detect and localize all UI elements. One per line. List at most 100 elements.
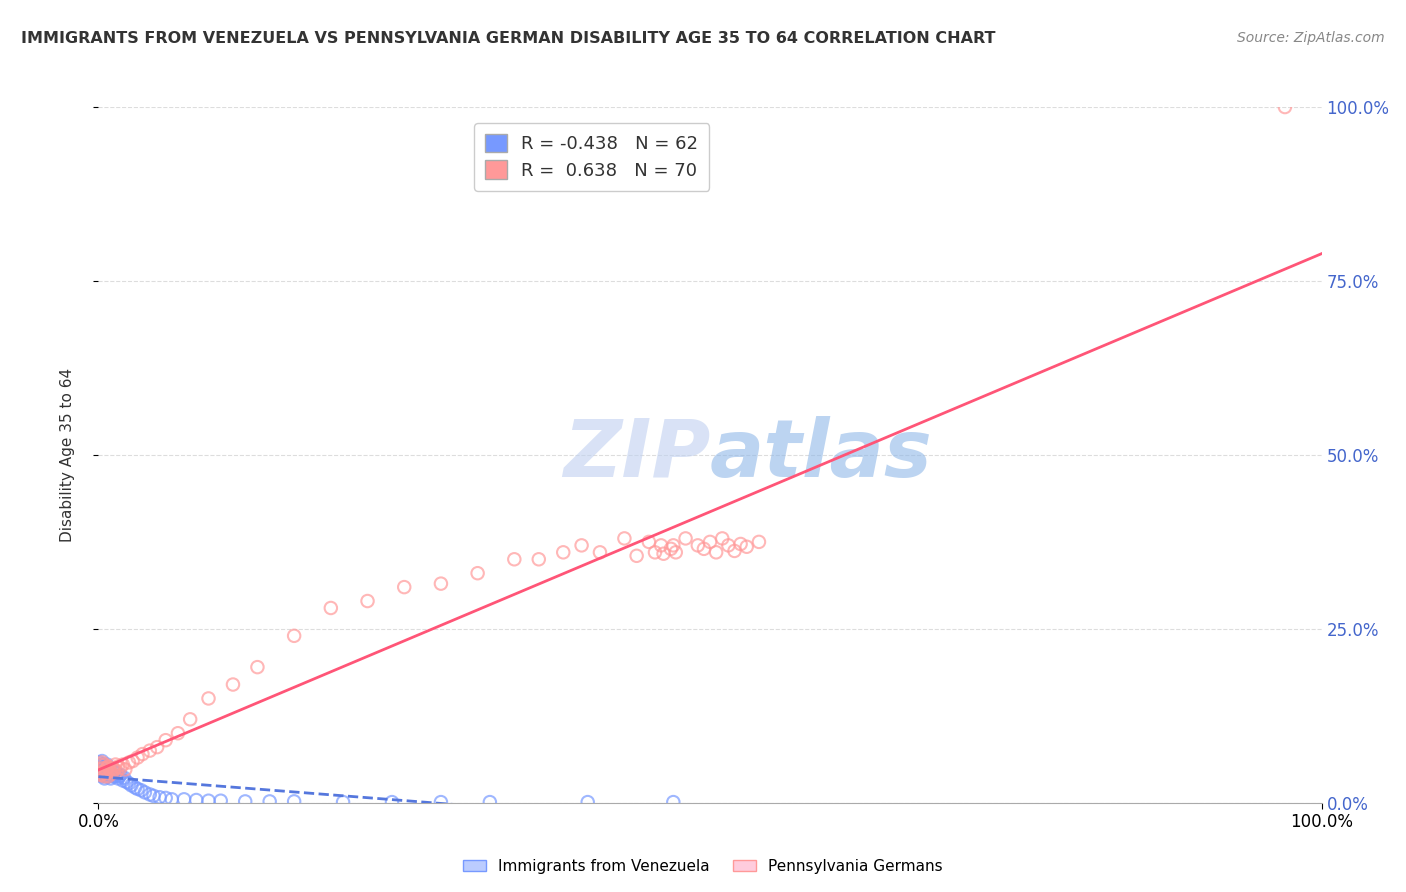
Point (90, 768, 112, 782)
Point (160, 792, 183, 806)
Point (97, 759, 120, 773)
Point (222, 677, 245, 691)
Point (101, 761, 124, 775)
Point (94, 766, 117, 780)
Point (332, 795, 354, 809)
Point (93, 761, 115, 775)
Point (105, 766, 128, 780)
Point (100, 764, 122, 779)
Point (90, 763, 112, 777)
Point (91, 756, 114, 770)
Point (100, 766, 122, 780)
Point (89, 756, 111, 770)
Point (650, 538, 672, 552)
Point (197, 794, 219, 808)
Point (139, 788, 162, 802)
Point (319, 601, 342, 615)
Point (112, 771, 135, 785)
Point (717, 538, 740, 552)
Y-axis label: Disability Age 35 to 64: Disability Age 35 to 64 (60, 368, 75, 542)
Point (662, 538, 685, 552)
Point (91, 757, 114, 772)
Point (1274, 100, 1296, 114)
Point (94, 764, 117, 779)
Point (246, 660, 269, 674)
Point (97, 769, 120, 783)
Point (467, 566, 489, 581)
Point (704, 545, 727, 559)
Point (139, 744, 162, 758)
Point (97, 764, 120, 779)
Point (91, 769, 114, 783)
Text: Source: ZipAtlas.com: Source: ZipAtlas.com (1237, 31, 1385, 45)
Point (110, 761, 132, 775)
Point (146, 740, 169, 755)
Point (571, 538, 593, 552)
Point (167, 726, 190, 740)
Point (89, 763, 111, 777)
Point (91, 766, 114, 780)
Point (107, 772, 129, 786)
Point (283, 629, 305, 643)
Point (96, 761, 118, 775)
Point (98, 763, 121, 777)
Point (105, 764, 128, 779)
Point (127, 750, 149, 764)
Point (101, 768, 124, 782)
Point (104, 769, 127, 783)
Point (576, 795, 599, 809)
Point (91, 764, 114, 779)
Point (93, 757, 115, 772)
Point (730, 537, 752, 551)
Point (283, 794, 305, 808)
Point (103, 764, 125, 779)
Point (97, 769, 120, 783)
Point (90, 757, 112, 772)
Point (91, 761, 114, 775)
Point (527, 552, 550, 566)
Point (118, 776, 141, 790)
Point (104, 757, 127, 772)
Point (675, 532, 697, 546)
Point (356, 594, 378, 608)
Point (662, 795, 685, 809)
Point (142, 789, 165, 803)
Point (197, 691, 219, 706)
Point (748, 535, 770, 549)
Point (644, 545, 666, 559)
Point (121, 754, 143, 768)
Point (101, 766, 124, 780)
Point (693, 541, 716, 556)
Point (665, 545, 688, 559)
Point (94, 763, 117, 777)
Point (149, 790, 172, 805)
Point (503, 552, 526, 566)
Point (111, 773, 134, 788)
Point (478, 795, 501, 809)
Point (96, 764, 118, 779)
Point (91, 764, 114, 779)
Point (93, 769, 115, 783)
Point (711, 532, 734, 546)
Point (110, 768, 132, 782)
Point (103, 763, 125, 777)
Text: ZIP: ZIP (562, 416, 710, 494)
Point (209, 794, 232, 808)
Point (127, 781, 149, 796)
Point (155, 791, 177, 805)
Point (699, 535, 721, 549)
Point (94, 759, 117, 773)
Point (96, 768, 118, 782)
Point (589, 545, 612, 559)
Point (553, 545, 575, 559)
Point (90, 766, 112, 780)
Point (115, 775, 138, 789)
Point (735, 540, 758, 554)
Legend: Immigrants from Venezuela, Pennsylvania Germans: Immigrants from Venezuela, Pennsylvania … (457, 853, 949, 880)
Point (124, 780, 146, 795)
Point (233, 794, 256, 808)
Point (120, 778, 142, 792)
Point (100, 772, 122, 786)
Point (723, 544, 745, 558)
Point (186, 793, 208, 807)
